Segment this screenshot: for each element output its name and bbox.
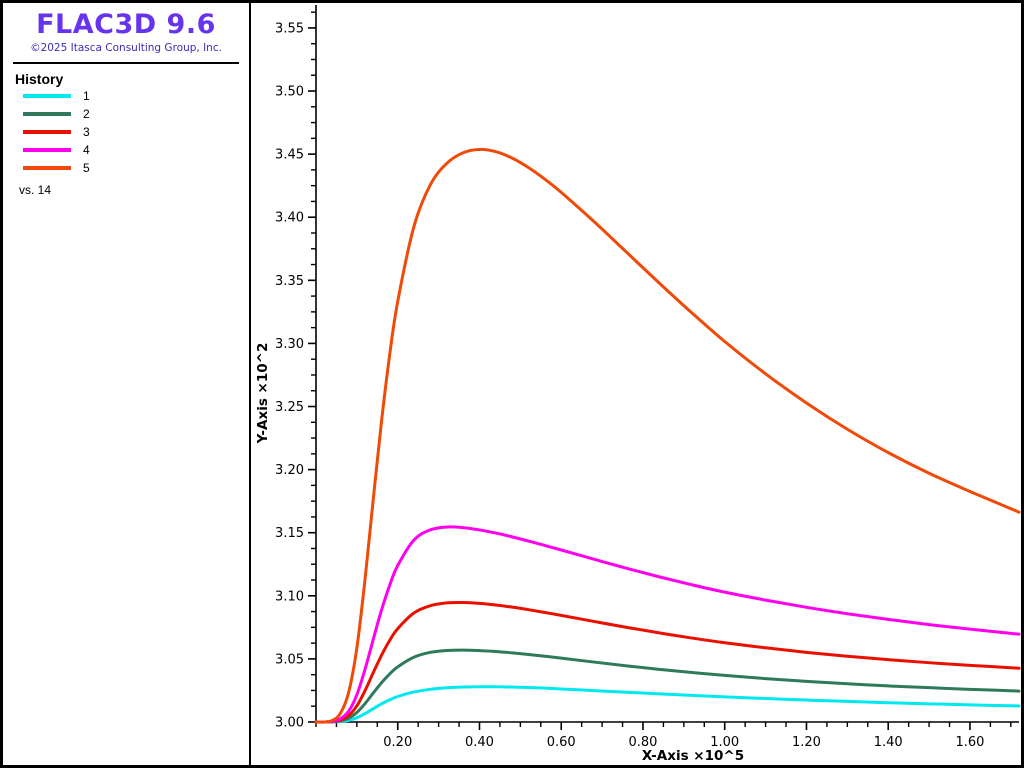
chart-tick-labels: 3.00 3.05 3.10 3.15 3.20 3.25 3.30 3.35 3.40 3.45…: [275, 21, 984, 750]
legend-color-swatch-4: [23, 148, 71, 152]
x-tick-label: 1.60: [955, 735, 984, 750]
legend-color-swatch-3: [23, 130, 71, 134]
legend-item-1[interactable]: 1: [23, 87, 249, 105]
x-tick-label: 0.80: [629, 735, 658, 750]
legend-panel: FLAC3D 9.6 ©2025 Itasca Consulting Group…: [3, 3, 251, 765]
plot-area[interactable]: 3.00 3.05 3.10 3.15 3.20 3.25 3.30 3.35 3.40 3.45…: [253, 3, 1024, 765]
x-tick-label: 0.40: [465, 735, 494, 750]
legend-color-swatch-5: [23, 166, 71, 170]
y-tick-label: 3.35: [275, 274, 304, 289]
x-tick-label: 1.00: [710, 735, 739, 750]
series-line-5: [314, 147, 1021, 724]
legend-footer-label: vs. 14: [19, 183, 52, 197]
legend-divider: [13, 62, 239, 64]
y-tick-label: 3.20: [275, 463, 304, 478]
x-axis-title: X-Axis ×10^5: [642, 748, 744, 764]
chart-axes: [315, 5, 1019, 723]
x-tick-label: 0.60: [547, 735, 576, 750]
y-tick-label: 3.05: [275, 652, 304, 667]
legend-item-label-3: 3: [83, 125, 90, 139]
app-title: FLAC3D 9.6: [36, 9, 216, 40]
series-line-2: [314, 648, 1021, 724]
y-axis-title: Y-Axis ×10^2: [255, 343, 271, 445]
legend-item-4[interactable]: 4: [23, 141, 249, 159]
legend-item-label-1: 1: [83, 89, 90, 103]
x-tick-label: 1.40: [874, 735, 903, 750]
x-tick-label: 0.20: [383, 735, 412, 750]
y-tick-label: 3.50: [275, 85, 304, 100]
x-tick-label: 1.20: [792, 735, 821, 750]
y-tick-label: 3.55: [275, 21, 304, 36]
y-tick-label: 3.40: [275, 211, 304, 226]
legend-heading: History: [15, 71, 64, 87]
y-tick-label: 3.00: [275, 716, 304, 731]
legend-item-label-4: 4: [83, 143, 90, 157]
history-line-chart[interactable]: 3.00 3.05 3.10 3.15 3.20 3.25 3.30 3.35 3.40 3.45…: [253, 3, 1024, 765]
chart-tick-marks: [308, 11, 1012, 730]
y-tick-label: 3.30: [275, 337, 304, 352]
y-tick-label: 3.45: [275, 148, 304, 163]
y-tick-label: 3.25: [275, 400, 304, 415]
legend-color-swatch-2: [23, 112, 71, 116]
y-tick-label: 3.15: [275, 526, 304, 541]
copyright-text: ©2025 Itasca Consulting Group, Inc.: [30, 42, 222, 54]
legend-color-swatch-1: [23, 94, 71, 98]
series-line-4: [314, 525, 1021, 724]
legend-item-label-2: 2: [83, 107, 90, 121]
legend-item-2[interactable]: 2: [23, 105, 249, 123]
series-line-3: [314, 600, 1021, 724]
chart-series-group: [314, 147, 1021, 724]
legend-item-list: 1 2 3 4 5: [3, 87, 249, 177]
y-tick-label: 3.10: [275, 589, 304, 604]
legend-item-5[interactable]: 5: [23, 159, 249, 177]
series-line-1: [314, 685, 1021, 724]
legend-item-3[interactable]: 3: [23, 123, 249, 141]
legend-item-label-5: 5: [83, 161, 90, 175]
